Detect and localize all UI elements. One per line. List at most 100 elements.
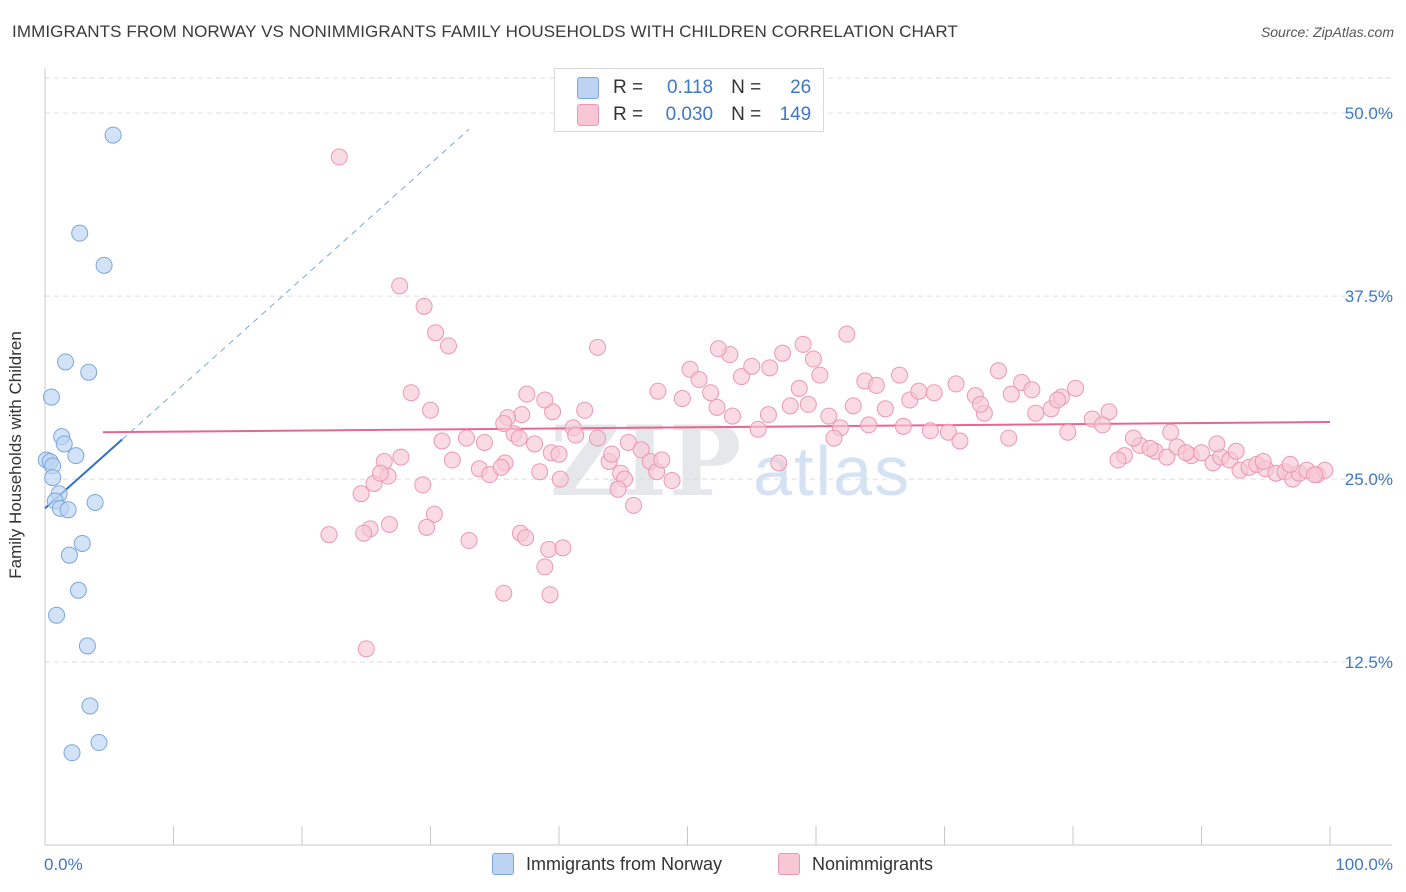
nonimmigrants-point [921,422,939,440]
correlation-legend: R = 0.118 N = 26 R = 0.030 N = 149 [554,68,824,132]
nonimmigrants-point [989,362,1007,380]
nonimmigrants-point [1000,429,1018,447]
nonimmigrants-point [603,445,621,463]
norway-point [78,637,96,655]
nonimmigrants-point [576,401,594,419]
nonimmigrants-point [1067,379,1085,397]
nonimmigrants-point [1027,404,1045,422]
nonimmigrants-point [330,148,348,166]
norway-point [59,501,77,519]
nonimmigrants-point [708,398,726,416]
nonimmigrants-point [355,524,373,542]
nonimmigrants-point [460,532,478,550]
nonimmigrants-point [536,391,554,409]
nonimmigrants-point [1002,385,1020,403]
nonimmigrants-point [492,458,510,476]
nonimmigrants-point [910,382,928,400]
nonimmigrants-point [632,441,650,459]
norway-point [90,734,108,752]
norway-point [73,534,91,552]
nonimmigrants-point [536,558,554,576]
nonimmigrants-point [541,586,559,604]
nonimmigrants-point [1023,381,1041,399]
y-tick-label: 25.0% [1345,470,1393,489]
legend-r-value-nonimmigrants: 0.030 [665,104,714,125]
nonimmigrants-point [567,426,585,444]
nonimmigrants-point [439,337,457,355]
legend-swatch-blue [577,77,599,99]
x-tick-label-max: 100.0% [1335,855,1393,874]
nonimmigrants-point [876,400,894,418]
norway-point [104,126,122,144]
norway-point [71,224,89,242]
bottom-legend-norway: Immigrants from Norway [492,852,722,876]
nonimmigrants-point [860,416,878,434]
legend-n-value-norway: 26 [790,77,812,98]
norway-point [42,388,60,406]
nonimmigrants-point [540,540,558,558]
nonimmigrants-point [894,417,912,435]
norway-point [55,435,73,453]
nonimmigrants-point [1208,435,1226,453]
nonimmigrants-point [1227,442,1245,460]
legend-row-nonimmigrants: R = 0.030 N = 149 [577,104,811,126]
nonimmigrants-point [732,368,750,386]
norway-point [69,581,87,599]
nonimmigrants-point [391,277,409,295]
legend-n-label: N = [731,77,762,98]
nonimmigrants-point [510,429,528,447]
nonimmigrants-point [531,463,549,481]
bottom-legend-label-norway: Immigrants from Norway [526,853,723,874]
nonimmigrants-point [799,395,817,413]
data-points [37,126,1334,762]
nonimmigrants-point [649,382,667,400]
nonimmigrants-point [749,420,767,438]
y-tick-label: 50.0% [1345,104,1393,123]
norway-trend-extension [121,128,470,440]
nonimmigrants-point [457,429,475,447]
nonimmigrants-point [811,366,829,384]
nonimmigrants-point [804,350,822,368]
nonimmigrants-point [415,297,433,315]
norway-point [44,469,62,487]
nonimmigrants-point [518,385,536,403]
nonimmigrants-point [1141,439,1159,457]
norway-point [60,546,78,564]
nonimmigrants-point [402,384,420,402]
nonimmigrants-point [794,335,812,353]
nonimmigrants-point [790,379,808,397]
nonimmigrants-point [589,338,607,356]
nonimmigrants-point [759,406,777,424]
nonimmigrants-point [844,397,862,415]
legend-n-value-nonimmigrants: 149 [779,104,812,125]
norway-point [81,697,99,715]
nonimmigrants-point [475,433,493,451]
nonimmigrants-point [625,496,643,514]
nonimmigrants-point [951,432,969,450]
bottom-legend-swatch-pink [778,853,800,875]
y-tick-label: 12.5% [1345,653,1393,672]
grid-lines [45,77,1392,663]
norway-point [57,353,75,371]
nonimmigrants-point [495,584,513,602]
norway-point [63,744,81,762]
nonimmigrants-point [663,472,681,490]
nonimmigrants-point [422,401,439,419]
nonimmigrants-point [425,505,443,523]
nonimmigrants-point [550,445,568,463]
nonimmigrants-point [433,432,451,450]
y-axis-label: Family Households with Children [6,331,25,579]
nonimmigrants-point [609,480,627,498]
watermark: ZIPatlas [550,405,911,518]
legend-r-value-norway: 0.118 [666,77,714,98]
nonimmigrants-point [1158,448,1176,466]
nonimmigrants-point [774,344,792,362]
nonimmigrants-point [1109,451,1127,469]
nonimmigrants-point [589,429,607,447]
nonimmigrants-point [891,366,909,384]
nonimmigrants-point [709,340,727,358]
bottom-legend-nonimmigrants: Nonimmigrants [778,852,933,876]
nonimmigrants-point [971,395,989,413]
nonimmigrants-point [761,359,779,377]
